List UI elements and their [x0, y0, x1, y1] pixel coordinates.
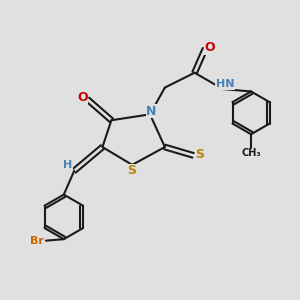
Text: Br: Br	[29, 236, 44, 246]
Text: O: O	[77, 92, 88, 104]
Text: S: S	[127, 164, 136, 177]
Text: O: O	[204, 41, 215, 54]
Text: HN: HN	[216, 79, 234, 89]
Text: CH₃: CH₃	[241, 148, 261, 158]
Text: N: N	[146, 105, 157, 118]
Text: H: H	[63, 160, 72, 170]
Text: S: S	[195, 148, 204, 161]
